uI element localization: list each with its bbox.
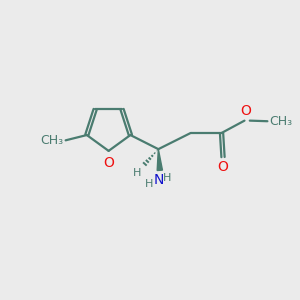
Text: H: H xyxy=(133,168,141,178)
Text: O: O xyxy=(241,104,251,118)
Text: CH₃: CH₃ xyxy=(269,115,292,128)
Polygon shape xyxy=(157,149,163,170)
Text: O: O xyxy=(218,160,229,174)
Text: O: O xyxy=(103,156,114,170)
Text: H: H xyxy=(145,179,154,189)
Text: CH₃: CH₃ xyxy=(40,134,63,147)
Text: H: H xyxy=(162,173,171,183)
Text: N: N xyxy=(154,173,164,187)
